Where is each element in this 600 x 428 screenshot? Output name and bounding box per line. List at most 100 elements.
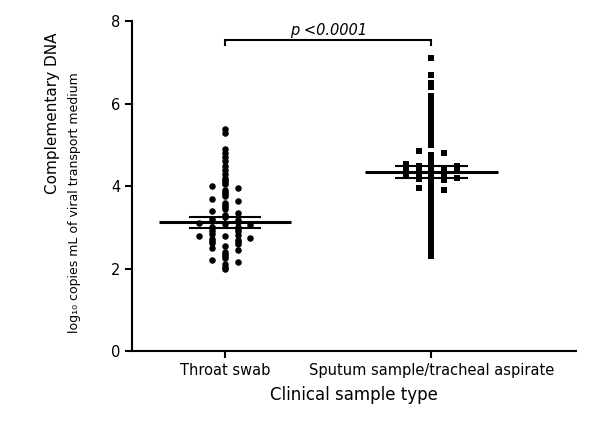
Point — [427, 220, 436, 227]
Point — [439, 171, 449, 178]
X-axis label: Clinical sample type: Clinical sample type — [270, 386, 438, 404]
Point — [220, 255, 230, 262]
Point — [427, 134, 436, 140]
Point — [427, 158, 436, 165]
Point — [194, 220, 204, 227]
Point — [220, 199, 230, 206]
Point — [427, 208, 436, 214]
Point — [220, 158, 230, 165]
Point — [427, 154, 436, 161]
Point — [427, 152, 436, 159]
Point — [233, 219, 242, 226]
Point — [427, 253, 436, 260]
Point — [439, 150, 449, 157]
Point — [208, 227, 217, 234]
Point — [427, 129, 436, 136]
Point — [208, 218, 217, 225]
Point — [427, 121, 436, 128]
Point — [208, 240, 217, 247]
Point — [439, 177, 449, 184]
Point — [220, 125, 230, 132]
Point — [220, 178, 230, 185]
Point — [427, 80, 436, 86]
Point — [220, 261, 230, 268]
Point — [427, 84, 436, 91]
Point — [427, 113, 436, 119]
Point — [439, 169, 449, 176]
Point — [233, 197, 242, 204]
Point — [427, 244, 436, 251]
Point — [401, 166, 411, 172]
Point — [233, 228, 242, 235]
Point — [233, 185, 242, 192]
Point — [427, 191, 436, 198]
Point — [414, 185, 424, 192]
Text: p <0.0001: p <0.0001 — [290, 23, 367, 38]
Point — [439, 187, 449, 194]
Point — [208, 195, 217, 202]
Point — [427, 228, 436, 235]
Point — [401, 160, 411, 167]
Point — [427, 174, 436, 181]
Point — [220, 175, 230, 181]
Point — [208, 244, 217, 251]
Point — [220, 233, 230, 240]
Point — [233, 247, 242, 253]
Point — [427, 109, 436, 116]
Point — [233, 226, 242, 233]
Point — [427, 101, 436, 107]
Point — [233, 232, 242, 238]
Point — [220, 166, 230, 173]
Point — [220, 181, 230, 187]
Point — [233, 217, 242, 223]
Point — [220, 150, 230, 157]
Point — [427, 104, 436, 111]
Point — [208, 208, 217, 214]
Point — [427, 181, 436, 187]
Point — [414, 163, 424, 170]
Point — [233, 210, 242, 217]
Point — [220, 205, 230, 212]
Point — [220, 191, 230, 198]
Point — [427, 236, 436, 243]
Point — [427, 178, 436, 185]
Point — [208, 257, 217, 264]
Point — [220, 177, 230, 184]
Point — [427, 216, 436, 223]
Point — [233, 224, 242, 231]
Point — [452, 162, 462, 169]
Point — [208, 230, 217, 237]
Point — [233, 259, 242, 266]
Point — [427, 166, 436, 173]
Point — [452, 175, 462, 181]
Point — [220, 249, 230, 256]
Point — [427, 125, 436, 132]
Point — [427, 193, 436, 200]
Point — [233, 238, 242, 245]
Text: Complementary DNA: Complementary DNA — [44, 33, 59, 194]
Point — [220, 211, 230, 218]
Point — [427, 232, 436, 239]
Point — [427, 96, 436, 103]
Point — [427, 137, 436, 144]
Point — [220, 154, 230, 161]
Point — [220, 193, 230, 200]
Point — [220, 187, 230, 194]
Point — [414, 168, 424, 175]
Point — [220, 265, 230, 272]
Point — [220, 189, 230, 196]
Point — [220, 214, 230, 220]
Text: log₁₀ copies mL of viral transport medium: log₁₀ copies mL of viral transport mediu… — [68, 72, 81, 333]
Point — [427, 71, 436, 78]
Point — [220, 263, 230, 270]
Point — [427, 249, 436, 256]
Point — [208, 237, 217, 244]
Point — [401, 172, 411, 179]
Point — [208, 223, 217, 230]
Point — [208, 183, 217, 190]
Point — [414, 175, 424, 182]
Point — [220, 253, 230, 260]
Point — [220, 221, 230, 228]
Point — [208, 225, 217, 232]
Point — [427, 117, 436, 124]
